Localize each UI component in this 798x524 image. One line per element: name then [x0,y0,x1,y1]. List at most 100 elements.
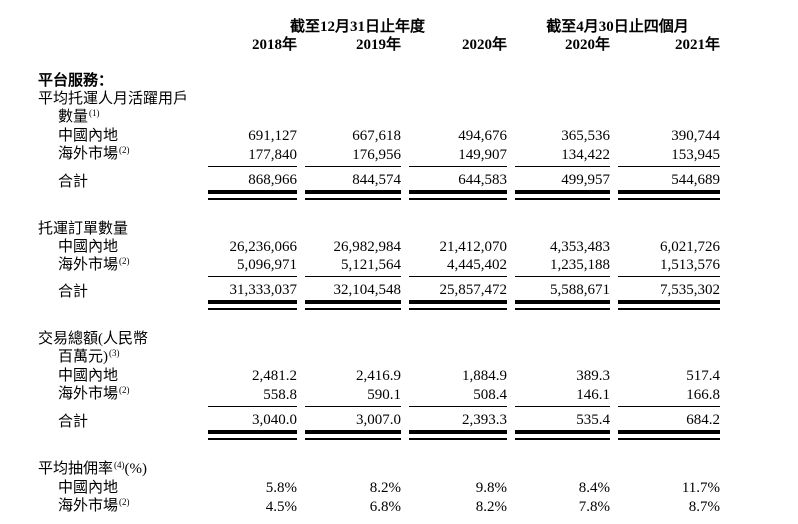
column-gap [610,90,618,108]
column-gap [610,348,618,367]
row-label: 海外市場(2) [38,256,208,277]
column-gap [610,127,618,145]
value-cell [515,460,610,479]
value-cell [208,348,297,367]
row-label: 中國內地 [38,367,208,385]
value-cell [305,348,401,367]
value-cell: 25,857,472 [409,276,508,304]
value-cell: 26,236,066 [229,238,298,255]
column-gap [507,367,515,385]
column-gap [297,127,305,145]
column-gap [401,406,409,432]
section-gap [38,199,720,220]
footnote-ref: (1) [89,108,100,118]
label-row: 百萬元)(3) [38,348,720,367]
value-cell: 7.8% [578,498,611,515]
row-label: 海外市場(2) [38,385,208,406]
column-gap [401,72,409,90]
row-label-text: 平台服務： [38,73,114,89]
value-cell: 7,535,302 [618,276,721,304]
column-gap [610,330,618,348]
column-gap [610,497,618,516]
column-gap [297,348,305,367]
column-gap [610,145,618,166]
column-gap [507,238,515,256]
column-gap [610,367,618,385]
header-spacer [38,16,208,36]
label-row: 托運訂單數量 [38,220,720,238]
value-cell [515,108,610,127]
row-label: 平台服務： [38,72,208,90]
value-cell: 499,957 [515,166,611,194]
label-row: 平均抽佣率(4)(%) [38,460,720,479]
value-cell: 4,445,402 [409,255,508,277]
thin-rule [409,431,508,440]
column-gap [297,460,305,479]
column-gap [507,330,515,348]
column-gap [507,277,515,303]
thin-rule [618,431,721,440]
thin-rule [208,302,297,310]
value-cell: 146.1 [515,385,611,407]
value-cell: 644,583 [409,166,508,194]
value-cell: 153,945 [618,145,721,167]
column-gap [610,72,618,90]
value-cell [618,108,720,127]
column-gap [507,497,515,516]
value-cell [618,220,720,238]
column-gap [610,460,618,479]
column-gap [507,36,515,54]
column-gap [610,479,618,497]
column-gap [297,479,305,497]
column-gap [297,72,305,90]
footnote-ref: (2) [119,496,130,507]
column-gap [297,256,305,277]
value-cell [618,348,720,367]
row-label-text: 交易總額(人民幣 [38,331,148,347]
column-gap [507,460,515,479]
column-gap [297,238,305,256]
value-cell [208,108,297,127]
column-gap [507,127,515,145]
row-label: 合計 [38,166,208,192]
column-gap [297,220,305,238]
value-cell [618,90,720,108]
total-row: 合計 868,966 844,574 644,583 499,957 544,689 [38,166,721,194]
row-label: 海外市場(2) [38,497,208,516]
value-cell [208,460,297,479]
row-label: 海外市場(2) [38,145,208,166]
row-label-suffix: (%) [124,460,148,477]
total-row: 合計 3,040.0 3,007.0 2,393.3 535.4 684.2 [38,406,721,434]
section-gap [38,439,720,460]
column-gap [507,256,515,277]
row-label-text: 合計 [58,173,89,190]
column-gap [401,256,409,277]
row-label-text: 中國內地 [58,238,119,255]
column-gap [401,497,409,516]
value-cell: 8.7% [688,498,721,515]
column-gap [297,406,305,432]
value-cell: 4,353,483 [550,238,611,255]
value-cell: 149,907 [409,145,508,167]
data-row: 海外市場(2) 177,840 176,956 149,907 134,422 153,9… [38,145,721,167]
value-cell: 2,481.2 [252,368,297,384]
period-header-row: 截至12月31日止年度 截至4月30日止四個月 [38,16,720,36]
thin-rule [409,302,508,310]
value-cell [409,72,507,90]
section-gap [38,309,720,330]
value-cell: 3,007.0 [305,406,401,434]
value-cell [515,348,610,367]
row-label-text: 平均托運人月活躍用戶 [38,91,189,107]
value-cell: 684.2 [618,406,721,434]
value-cell: 389.3 [576,368,611,384]
total-double-rule [38,302,721,310]
value-cell: 1,884.9 [462,368,508,384]
row-label-text: 海外市場 [58,497,119,514]
column-gap [401,36,409,54]
column-gap [610,277,618,303]
row-label-text: 數量 [58,109,89,125]
thin-rule [618,302,721,310]
column-gap [610,108,618,127]
value-cell: 11.7% [681,479,721,496]
